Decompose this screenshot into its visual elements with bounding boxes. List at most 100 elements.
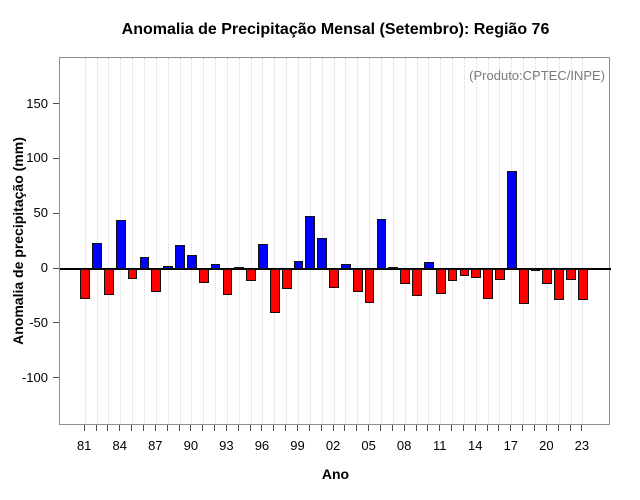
bar-2020 — [542, 269, 553, 285]
bar-1985 — [127, 269, 138, 279]
x-axis-tick — [356, 425, 358, 431]
gridline — [416, 58, 418, 424]
gridline — [274, 58, 276, 424]
bar-2021 — [554, 269, 565, 300]
x-axis-tick — [415, 425, 417, 431]
bar-1990 — [186, 254, 197, 269]
bar-2019 — [530, 269, 541, 272]
x-axis-tick — [344, 425, 346, 431]
x-axis-tick — [95, 425, 97, 431]
x-axis-tick — [166, 425, 168, 431]
x-tick-label: 11 — [432, 438, 447, 453]
y-tick-label: 100 — [26, 150, 48, 166]
bar-1999 — [293, 261, 304, 269]
bar-2017 — [506, 171, 517, 269]
gridline — [250, 58, 252, 424]
gridline — [582, 58, 584, 424]
gridline — [84, 58, 86, 424]
y-tick-label: -100 — [21, 369, 48, 385]
y-tick-label: 50 — [33, 205, 48, 221]
gridline — [226, 58, 228, 424]
gridline — [475, 58, 477, 424]
gridline — [404, 58, 406, 424]
x-axis-tick — [131, 425, 133, 431]
bar-2012 — [447, 269, 458, 282]
gridline — [262, 58, 264, 424]
bar-2014 — [471, 269, 482, 278]
x-axis-tick — [119, 425, 121, 431]
bar-1987 — [151, 269, 162, 293]
x-tick-label: 87 — [148, 438, 163, 453]
producer-label: (Produto:CPTEC/INPE) — [469, 68, 605, 83]
bar-2016 — [495, 269, 505, 280]
gridline — [369, 58, 371, 424]
bar-2002 — [329, 269, 339, 288]
x-axis-tick — [261, 425, 263, 431]
y-tick-label: -50 — [29, 314, 48, 330]
gridline — [108, 58, 110, 424]
bar-2001 — [317, 238, 328, 269]
gridline — [155, 58, 157, 424]
gridline — [392, 58, 394, 424]
gridline — [298, 58, 299, 424]
gridline — [452, 58, 454, 424]
bar-1981 — [80, 269, 91, 299]
bar-2009 — [412, 269, 422, 297]
gridline — [558, 58, 560, 424]
gridline — [96, 58, 98, 424]
gridline — [523, 58, 525, 424]
y-axis-tick — [53, 267, 59, 269]
y-tick-label: 0 — [40, 260, 48, 275]
x-tick-label: 17 — [503, 438, 519, 453]
x-axis-tick — [534, 425, 535, 431]
bar-2004 — [352, 269, 363, 293]
x-tick-label: 93 — [219, 438, 234, 453]
bar-1997 — [269, 269, 280, 313]
bar-1993 — [222, 269, 233, 296]
x-axis-tick — [522, 425, 524, 431]
x-tick-label: 90 — [183, 438, 199, 453]
x-axis-tick — [190, 425, 192, 431]
x-axis-tick — [498, 425, 500, 431]
x-axis-tick — [486, 425, 488, 431]
x-axis-tick — [427, 425, 429, 431]
bar-2023 — [578, 269, 588, 300]
x-axis-tick — [403, 425, 405, 431]
bar-1983 — [104, 269, 114, 296]
x-axis-tick — [107, 425, 109, 431]
x-axis-tick — [178, 425, 180, 431]
x-tick-label: 81 — [76, 438, 92, 453]
gridline — [167, 58, 169, 424]
bar-2015 — [483, 269, 493, 299]
bar-2006 — [376, 218, 387, 269]
bar-1982 — [92, 242, 102, 269]
x-tick-label: 96 — [254, 438, 270, 453]
x-axis-tick — [379, 425, 381, 431]
x-axis-tick — [439, 425, 441, 431]
bar-2005 — [364, 269, 375, 303]
bar-2011 — [435, 269, 446, 295]
bar-1998 — [281, 269, 292, 289]
gridline — [238, 58, 240, 424]
x-tick-label: 02 — [325, 438, 341, 453]
x-axis-tick — [557, 425, 559, 431]
gridline — [333, 58, 335, 424]
x-tick-label: 84 — [112, 438, 127, 453]
gridline — [499, 58, 501, 424]
gridline — [286, 58, 288, 424]
x-tick-label: 20 — [539, 438, 554, 453]
x-axis-tick — [214, 425, 216, 431]
bar-1995 — [246, 269, 256, 282]
bar-1989 — [175, 244, 185, 269]
bar-2022 — [566, 269, 576, 280]
x-axis-tick — [237, 425, 239, 431]
x-axis-tick — [154, 425, 156, 431]
y-axis-tick — [53, 212, 59, 214]
y-axis-tick — [53, 377, 59, 379]
x-axis-tick — [249, 425, 251, 431]
bar-2007 — [388, 266, 399, 269]
x-tick-label: 23 — [574, 438, 590, 453]
bar-2013 — [459, 269, 470, 276]
gridline — [203, 58, 205, 424]
